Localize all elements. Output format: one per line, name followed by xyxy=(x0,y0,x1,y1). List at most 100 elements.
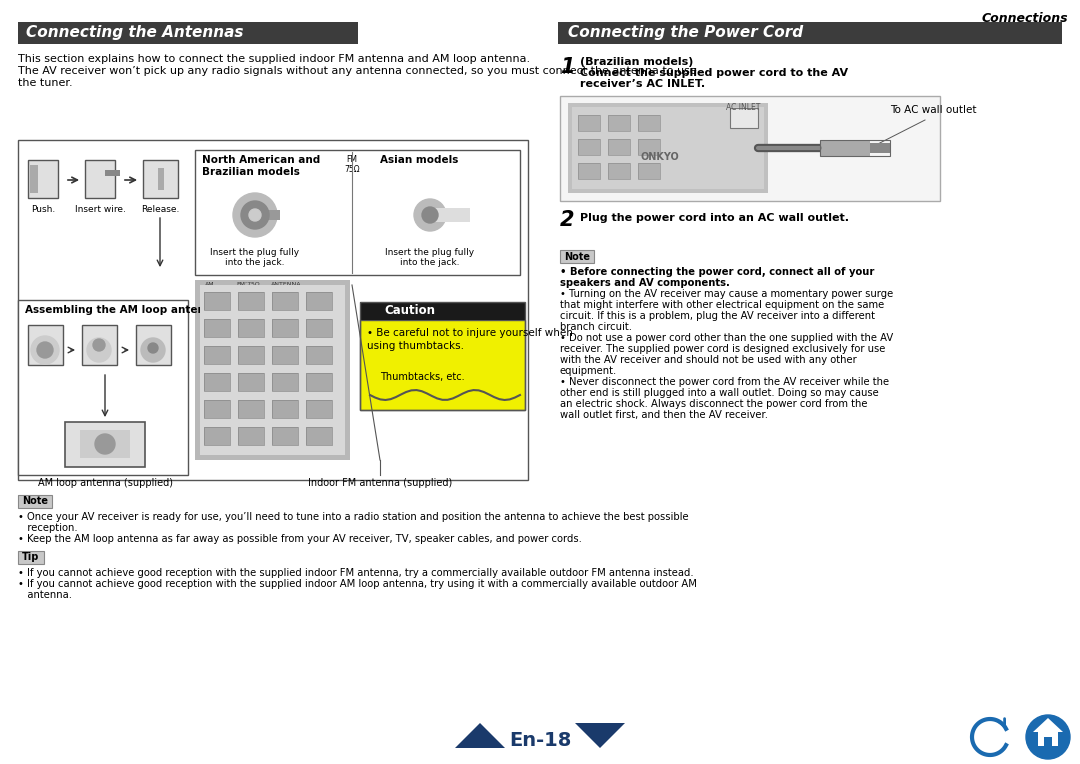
Bar xyxy=(238,292,264,310)
Text: • Do not use a power cord other than the one supplied with the AV: • Do not use a power cord other than the… xyxy=(561,333,893,343)
Bar xyxy=(195,280,350,460)
Bar xyxy=(578,139,600,155)
Bar xyxy=(204,400,230,418)
Bar xyxy=(561,96,940,201)
Bar xyxy=(430,208,470,222)
Text: Connecting the Antennas: Connecting the Antennas xyxy=(26,25,243,40)
Bar xyxy=(638,115,660,131)
Bar xyxy=(204,292,230,310)
Bar xyxy=(306,319,332,337)
Bar xyxy=(360,302,525,410)
Bar xyxy=(238,319,264,337)
Bar xyxy=(204,373,230,391)
Text: North American and: North American and xyxy=(202,155,321,165)
Text: into the jack.: into the jack. xyxy=(401,258,460,267)
Bar xyxy=(200,285,345,455)
Bar xyxy=(608,115,630,131)
Bar xyxy=(561,250,594,263)
Bar xyxy=(18,551,44,564)
Circle shape xyxy=(93,339,105,351)
Bar xyxy=(85,160,114,198)
Bar xyxy=(158,168,164,190)
Bar xyxy=(18,495,52,508)
Bar xyxy=(238,346,264,364)
Circle shape xyxy=(1026,715,1070,759)
Bar xyxy=(272,292,298,310)
Polygon shape xyxy=(455,723,505,748)
Bar xyxy=(28,160,58,198)
Text: speakers and AV components.: speakers and AV components. xyxy=(561,278,730,288)
Text: into the jack.: into the jack. xyxy=(226,258,285,267)
Bar xyxy=(18,551,44,564)
Text: This section explains how to connect the supplied indoor FM antenna and AM loop : This section explains how to connect the… xyxy=(18,54,530,64)
Text: Indoor FM antenna (supplied): Indoor FM antenna (supplied) xyxy=(308,478,453,488)
Bar xyxy=(561,250,594,263)
Bar xyxy=(306,292,332,310)
Text: Connecting the Power Cord: Connecting the Power Cord xyxy=(568,25,804,40)
Text: an electric shock. Always disconnect the power cord from the: an electric shock. Always disconnect the… xyxy=(561,399,867,409)
Text: Plug the power cord into an AC wall outlet.: Plug the power cord into an AC wall outl… xyxy=(580,213,849,223)
Circle shape xyxy=(414,199,446,231)
Text: reception.: reception. xyxy=(18,523,78,533)
Bar xyxy=(18,140,528,480)
Text: ONKYO: ONKYO xyxy=(640,152,679,162)
Text: other end is still plugged into a wall outlet. Doing so may cause: other end is still plugged into a wall o… xyxy=(561,388,879,398)
Text: • If you cannot achieve good reception with the supplied indoor FM antenna, try : • If you cannot achieve good reception w… xyxy=(18,568,693,578)
Bar xyxy=(572,107,764,189)
Bar xyxy=(204,346,230,364)
Text: • Be careful not to injure yourself when: • Be careful not to injure yourself when xyxy=(367,328,572,338)
Text: To AC wall outlet: To AC wall outlet xyxy=(890,105,976,115)
Text: antenna.: antenna. xyxy=(18,590,72,600)
Text: equipment.: equipment. xyxy=(561,366,618,376)
Circle shape xyxy=(95,434,114,454)
Text: • Keep the AM loop antenna as far away as possible from your AV receiver, TV, sp: • Keep the AM loop antenna as far away a… xyxy=(18,534,582,544)
Text: Caution: Caution xyxy=(384,305,435,318)
Circle shape xyxy=(422,207,438,223)
Bar xyxy=(80,430,130,458)
Bar xyxy=(820,140,890,156)
Text: that might interfere with other electrical equipment on the same: that might interfere with other electric… xyxy=(561,300,885,310)
Bar xyxy=(204,427,230,445)
Bar xyxy=(18,495,52,508)
Bar xyxy=(272,400,298,418)
Bar xyxy=(578,163,600,179)
Text: using thumbtacks.: using thumbtacks. xyxy=(367,341,464,351)
Text: Connections: Connections xyxy=(982,12,1068,25)
Text: FM
75Ω: FM 75Ω xyxy=(345,155,360,174)
Bar xyxy=(204,319,230,337)
Bar xyxy=(360,320,525,410)
Circle shape xyxy=(141,338,165,362)
Text: En-18: En-18 xyxy=(509,730,571,749)
Text: Connect the supplied power cord to the AV: Connect the supplied power cord to the A… xyxy=(580,68,848,78)
Bar xyxy=(204,427,230,445)
Text: Note: Note xyxy=(564,251,590,261)
Text: ANTENNA: ANTENNA xyxy=(271,282,301,287)
Bar xyxy=(306,400,332,418)
Bar xyxy=(204,346,230,364)
Bar xyxy=(578,115,600,131)
Bar xyxy=(306,373,332,391)
Bar xyxy=(558,22,1062,44)
Bar xyxy=(272,346,298,364)
Bar xyxy=(272,427,298,445)
Text: Asian models: Asian models xyxy=(380,155,458,165)
Bar xyxy=(272,427,298,445)
Text: AM loop antenna (supplied): AM loop antenna (supplied) xyxy=(38,478,173,488)
Text: • Never disconnect the power cord from the AV receiver while the: • Never disconnect the power cord from t… xyxy=(561,377,889,387)
Bar xyxy=(105,170,120,176)
Bar xyxy=(306,346,332,364)
Bar xyxy=(306,400,332,418)
Text: the tuner.: the tuner. xyxy=(18,78,72,88)
Bar xyxy=(638,163,660,179)
Bar xyxy=(608,139,630,155)
Bar xyxy=(238,373,264,391)
Text: Thumbtacks, etc.: Thumbtacks, etc. xyxy=(380,372,464,382)
Bar xyxy=(870,143,890,153)
Bar xyxy=(143,160,178,198)
Text: Assembling the AM loop antenna: Assembling the AM loop antenna xyxy=(25,305,219,315)
Bar xyxy=(245,210,280,220)
Text: Insert the plug fully: Insert the plug fully xyxy=(386,248,474,257)
Text: • Before connecting the power cord, connect all of your: • Before connecting the power cord, conn… xyxy=(561,267,875,277)
Bar xyxy=(272,319,298,337)
Text: 2: 2 xyxy=(561,210,575,230)
